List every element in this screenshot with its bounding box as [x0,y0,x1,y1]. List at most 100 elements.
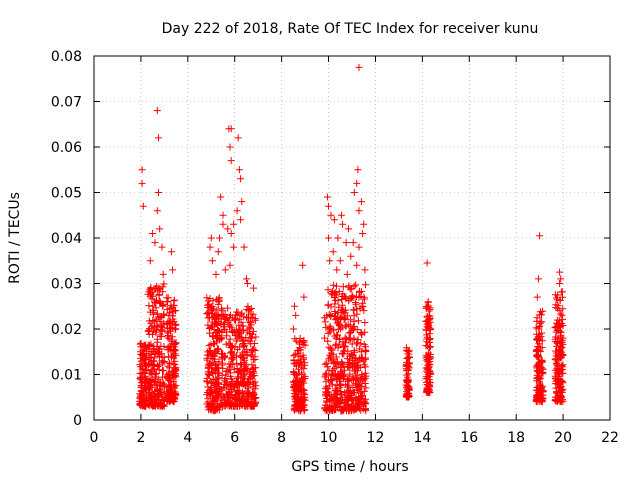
data-point [361,319,369,326]
data-point [247,400,255,408]
data-point [346,403,354,411]
data-point [240,336,248,344]
data-point [426,305,434,313]
data-point [150,402,158,410]
data-point [214,300,222,308]
data-point [343,270,351,278]
data-point [348,327,356,335]
data-point [339,406,347,414]
data-point [333,282,340,290]
data-point [159,373,166,381]
y-tick-label: 0.05 [51,186,82,202]
data-point [358,330,366,338]
data-point [332,370,339,378]
data-point [324,363,332,371]
data-point [224,225,232,233]
data-point [228,348,236,356]
y-tick-label: 0.02 [51,322,82,338]
data-point [292,311,300,319]
data-point [154,310,161,318]
data-point [344,377,352,385]
data-point [348,285,356,293]
data-point [552,356,560,364]
data-point [539,307,547,315]
data-point [556,268,564,276]
data-point [172,389,180,397]
data-point [558,388,566,396]
data-point [226,389,233,396]
data-point [296,352,304,360]
data-point [233,207,241,215]
data-point [533,351,541,359]
data-point [144,361,152,369]
data-point [335,361,343,369]
data-point [324,329,332,337]
data-point [327,211,335,219]
y-axis-label: ROTI / TECUs [7,192,23,284]
data-point [166,383,174,391]
data-point [221,266,229,274]
data-point [171,371,179,379]
data-point [227,157,235,165]
data-point [205,342,213,350]
data-point [247,393,255,401]
data-point [251,394,258,402]
data-point [535,275,542,283]
data-point [355,63,363,71]
data-point [244,328,252,336]
data-point [338,368,346,376]
data-point [218,361,226,369]
data-point [333,376,341,383]
data-point [534,374,542,382]
data-point [327,344,335,352]
data-point [295,338,303,346]
data-point [206,359,214,367]
data-point [323,397,331,405]
data-point [357,292,365,300]
data-point [248,346,256,354]
data-point [145,302,153,310]
data-point [238,374,246,382]
data-point [222,340,230,348]
data-point [296,385,304,393]
data-point [362,407,370,415]
data-point [340,362,348,370]
data-point [359,299,367,307]
data-point [205,300,213,308]
data-point [234,134,242,142]
data-point [206,347,214,355]
data-point [336,257,344,265]
data-point [233,359,241,367]
data-point [205,360,213,368]
data-point [240,243,248,251]
data-point [327,376,335,384]
data-point [155,189,162,196]
data-point [149,357,157,365]
data-point [227,360,235,368]
data-point [147,319,155,327]
data-point [139,202,147,210]
data-point [326,322,334,330]
data-point [154,313,162,321]
data-point [346,370,354,378]
data-point [158,243,166,251]
x-tick-label: 0 [90,430,99,446]
data-point [152,400,160,408]
data-point [231,316,238,324]
data-point [232,380,240,388]
data-point [207,234,215,242]
data-point [146,342,154,349]
data-point [228,355,236,363]
data-point [234,387,242,394]
data-point [361,380,369,387]
y-tick-label: 0.03 [51,277,82,293]
data-point [341,398,349,406]
data-point [205,351,213,359]
data-point [323,359,331,367]
data-point [427,325,434,333]
data-point [356,382,363,390]
data-point [212,332,220,340]
data-point [227,125,235,133]
data-point [360,220,368,228]
data-point [329,281,337,289]
